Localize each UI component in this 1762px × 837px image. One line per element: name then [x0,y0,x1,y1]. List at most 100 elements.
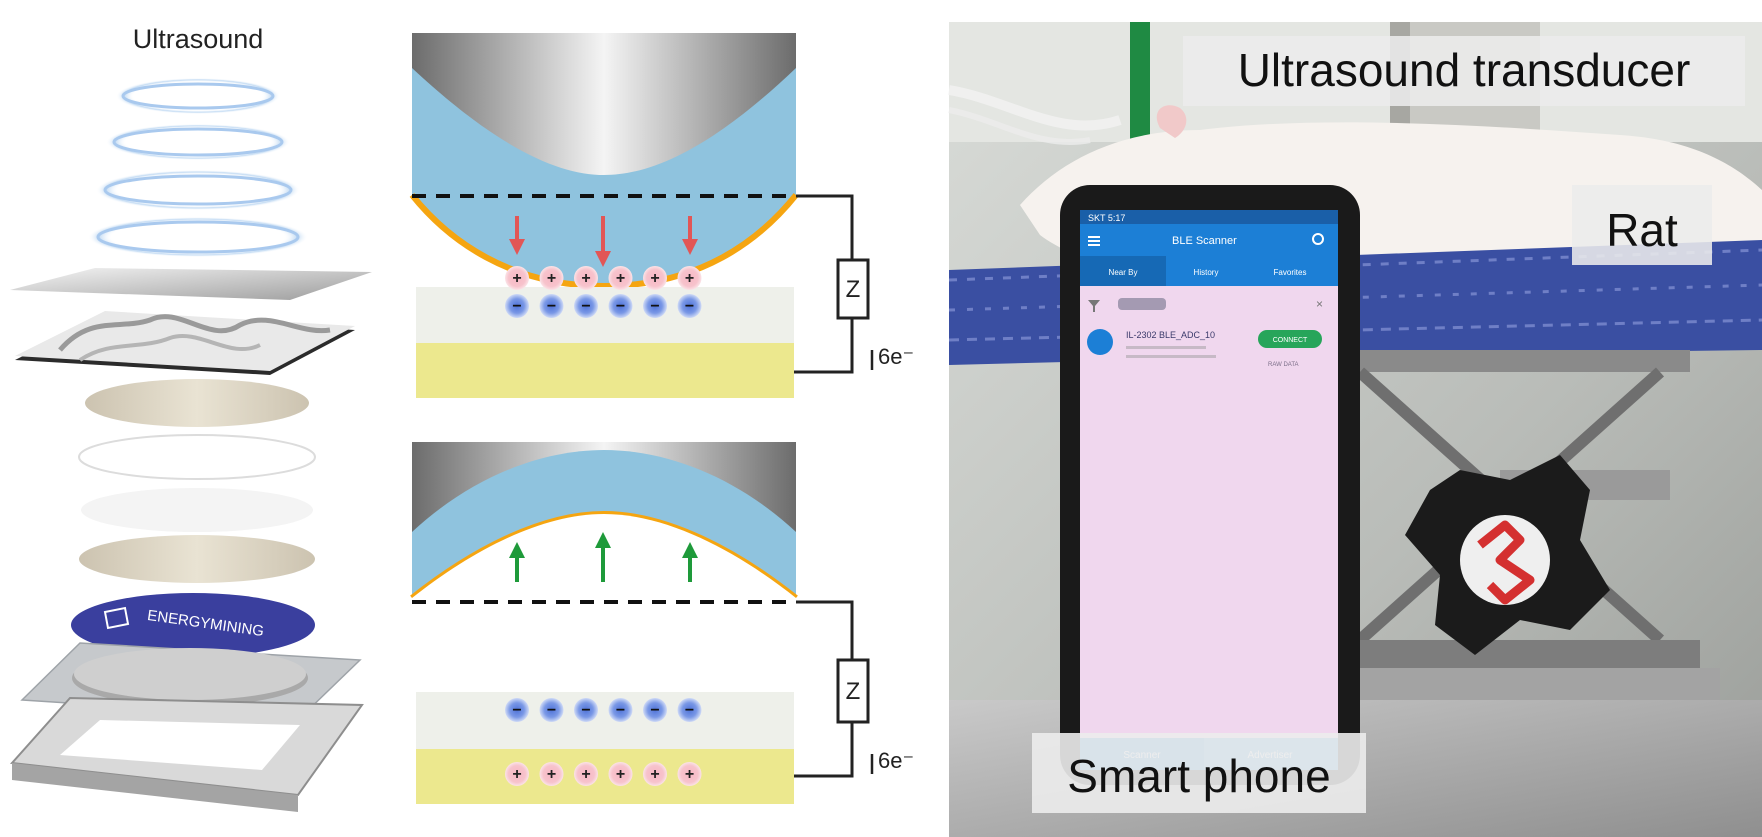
substrate-frame [20,642,362,719]
label-phone: Smart phone [1067,750,1330,802]
phone-raw-data-label[interactable]: RAW DATA [1268,362,1299,368]
charge-plus-top-6 [677,266,702,290]
phone-device-avatar-icon [1087,329,1113,355]
phone-tab-nearby[interactable]: Near By [1109,268,1138,277]
charge-minus-top-5 [643,294,667,318]
smartphone: SKT 5:17 BLE Scanner Near By History Fav… [1060,185,1360,785]
charge-minus-bottom-2 [539,698,564,722]
dielectric-top [416,287,794,343]
label-transducer-bg [1183,36,1745,106]
panel-b-mechanism: + + + + + + − − − − − − Z 6e⁻ − − − − − [409,33,914,804]
mechanism-bottom-state: − − − − − − + + + + + + Z 6e⁻ [410,442,914,804]
charge-plus-bottom-6 [677,762,702,786]
load-resistor-bottom [836,658,870,724]
label-phone-bg [1032,733,1366,813]
top-negative-charges: − − − − − − [505,294,702,318]
charge-minus-top-4 [608,294,633,318]
dielectric-bottom [416,692,794,749]
gel-top [412,68,796,195]
charge-minus-top-sign-6: − [685,298,694,315]
charge-minus-top-sign-1: − [512,298,521,315]
charge-minus-top-sign-3: − [581,298,590,315]
phone-filter-chip[interactable] [1118,298,1166,310]
load-label-bottom: Z [846,678,861,705]
phone-screen [1080,210,1338,770]
label-rat-bg [1572,185,1712,265]
charge-minus-top-3 [574,294,598,318]
circuit-top: Z 6e⁻ [794,194,914,374]
charge-minus-top-6 [677,294,702,318]
phone-connect-label: CONNECT [1273,337,1308,344]
ultrasound-title: Ultrasound [133,24,264,54]
electrode-disc-4 [79,535,315,583]
phone-app-title: BLE Scanner [1172,235,1237,247]
charge-plus-top-sign-2: + [547,270,556,287]
base-frame [9,696,364,812]
charge-minus-bottom-sign-4: − [616,702,625,719]
membrane-disc-2 [78,434,316,480]
charge-plus-top-sign-5: + [650,270,659,287]
phone-connect-button[interactable] [1258,330,1322,348]
phone-tab-history[interactable]: History [1194,268,1219,277]
charge-plus-top-3 [574,266,598,290]
charge-plus-bottom-5 [643,762,667,786]
phone-search-icon[interactable] [1312,233,1324,245]
charge-plus-bottom-sign-3: + [581,766,590,783]
charge-minus-bottom-6 [677,698,702,722]
jack-knob [1405,455,1610,655]
charge-plus-top-sign-3: + [581,270,590,287]
charge-minus-top-sign-2: − [547,298,556,315]
charge-minus-bottom-sign-5: − [650,702,659,719]
electrode-disc-1 [85,379,309,427]
charge-plus-bottom-sign-6: + [685,766,694,783]
charge-minus-bottom-4 [608,698,633,722]
wavy-gel-layer [15,311,355,375]
charge-plus-bottom-4 [608,762,633,786]
charge-minus-bottom-1 [505,698,529,722]
top-cover-film [10,268,372,300]
charge-plus-top-sign-1: + [512,270,521,287]
charge-minus-bottom-sign-3: − [581,702,590,719]
phone-status-bar [1080,210,1338,224]
charge-minus-top-2 [539,294,564,318]
label-rat: Rat [1606,204,1678,256]
charge-plus-bottom-2 [539,762,564,786]
bottom-positive-charges: + + + + + + [505,762,702,786]
charge-plus-bottom-sign-2: + [547,766,556,783]
phone-tab-favorites[interactable]: Favorites [1274,268,1307,277]
phone-tab-active-bg [1080,256,1166,286]
load-resistor-top [836,258,870,320]
panel-c-photo: SKT 5:17 BLE Scanner Near By History Fav… [948,22,1762,837]
charge-minus-top-1 [505,294,529,318]
charge-plus-top-1 [505,266,529,290]
charge-minus-bottom-3 [574,698,598,722]
charge-plus-bottom-1 [505,762,529,786]
current-label-top: 6e⁻ [878,344,914,369]
top-positive-charges: + + + + + + [505,266,702,290]
ultrasound-waves [88,78,308,257]
membrane-disc-3 [81,488,313,532]
phone-status-time: SKT 5:17 [1088,213,1125,223]
charge-plus-bottom-3 [574,762,598,786]
bottom-negative-charges: − − − − − − [505,698,702,722]
charge-minus-top-sign-5: − [650,298,659,315]
charge-plus-top-4 [608,266,633,290]
membrane-top [409,193,799,290]
logo-disc: ENERGYMINING [71,593,315,657]
load-label-top: Z [846,276,861,303]
circuit-bottom: Z 6e⁻ [794,600,914,778]
hamburger-menu-icon[interactable] [1088,236,1100,246]
mechanism-top-state: + + + + + + − − − − − − Z 6e⁻ [409,33,914,398]
charge-plus-bottom-sign-1: + [512,766,521,783]
phone-app-bar [1080,224,1338,256]
electrode-bottom [416,749,794,804]
phone-filter-icon[interactable] [1088,300,1100,312]
charge-minus-bottom-5 [643,698,667,722]
current-label-bottom: 6e⁻ [878,748,914,773]
charge-plus-top-5 [643,266,667,290]
charge-plus-top-2 [539,266,564,290]
charge-minus-bottom-sign-2: − [547,702,556,719]
phone-device-name[interactable]: IL-2302 BLE_ADC_10 [1126,330,1215,340]
phone-close-icon[interactable]: × [1316,297,1323,311]
